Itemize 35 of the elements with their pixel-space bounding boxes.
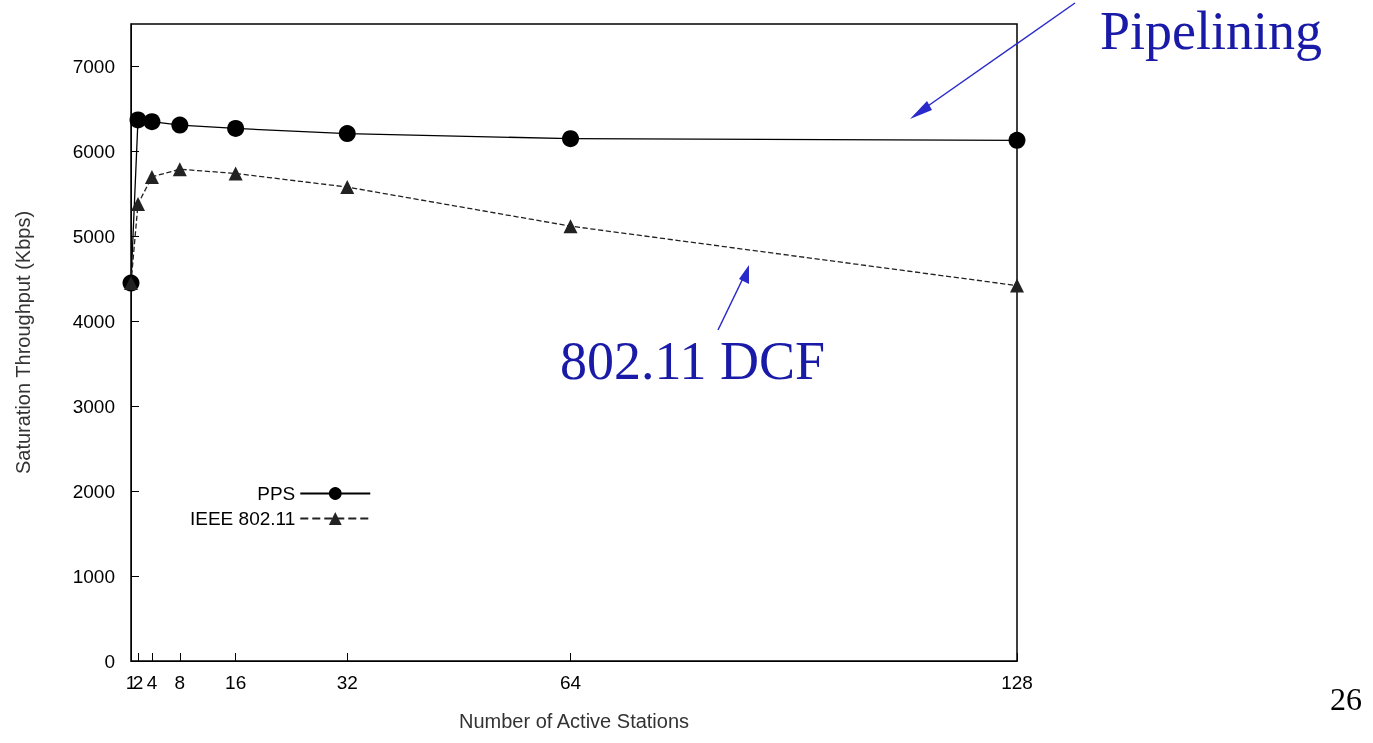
y-tick-label: 3000 [72, 395, 115, 417]
y-tick-label: 6000 [72, 140, 115, 162]
point [171, 116, 189, 134]
point [227, 119, 245, 137]
y-tick-label: 0 [104, 650, 115, 672]
point [172, 162, 187, 177]
x-axis-title: Number of Active Stations [458, 710, 690, 732]
x-tick-label: 8 [174, 672, 186, 693]
y-tick-label: 7000 [72, 55, 115, 77]
y-tick-label: 5000 [72, 225, 115, 247]
legend-label: IEEE 802.11 [190, 508, 296, 529]
point [228, 166, 243, 181]
point [130, 197, 145, 212]
x-tick-label: 16 [225, 672, 247, 693]
point [338, 125, 356, 143]
point [563, 219, 578, 234]
x-tick-label: 64 [559, 672, 582, 693]
y-tick-label: 2000 [72, 480, 115, 502]
point [340, 180, 355, 195]
point [1008, 131, 1026, 149]
point [144, 169, 159, 184]
annotation: 802.11 DCF [560, 331, 826, 392]
point [143, 113, 161, 131]
text: Pipelining [1100, 1, 1323, 62]
text: 26 [1330, 681, 1362, 718]
point [562, 130, 580, 148]
x-tick-label: 4 [146, 672, 158, 693]
x-tick-label: 32 [336, 672, 358, 693]
point [1010, 278, 1024, 293]
x-tick-label: 128 [1001, 672, 1033, 693]
y-axis-title: Saturation Throughput (Kbps) [12, 210, 34, 475]
legend-label: PPS [257, 483, 296, 504]
x-tick-label: 1 [125, 672, 137, 693]
y-tick-label: 4000 [72, 310, 115, 332]
y-tick-label: 1000 [72, 565, 115, 587]
